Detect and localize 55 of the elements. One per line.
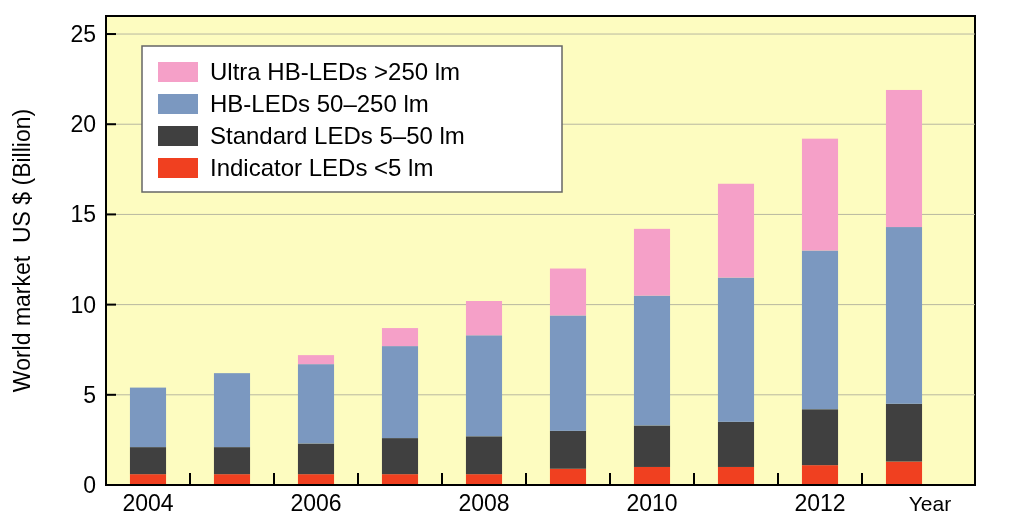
x-tick-label: 2012 — [794, 490, 846, 516]
bar — [465, 335, 503, 437]
bar — [633, 466, 671, 485]
bar — [549, 315, 587, 431]
bar — [129, 474, 167, 485]
legend-label: Ultra HB-LEDs >250 lm — [210, 58, 461, 86]
bar — [885, 403, 923, 462]
bar — [381, 438, 419, 475]
bar — [801, 250, 839, 410]
legend-label: Standard LEDs 5–50 lm — [210, 122, 465, 150]
bar — [465, 436, 503, 475]
y-axis-title: World market US $ (Billion) — [9, 108, 35, 393]
bar — [717, 466, 755, 485]
bar — [381, 474, 419, 485]
x-tick-label: 2008 — [458, 490, 510, 516]
bar — [633, 295, 671, 426]
bar — [381, 346, 419, 439]
x-tick-label: 2004 — [122, 490, 174, 516]
x-tick-label: 2010 — [626, 490, 678, 516]
bar — [717, 183, 755, 278]
bar — [297, 443, 335, 475]
bar — [633, 228, 671, 296]
y-tick-label: 10 — [70, 291, 96, 318]
bar — [885, 461, 923, 485]
bar — [213, 373, 251, 448]
x-axis-title: Year — [908, 492, 952, 515]
bar — [633, 425, 671, 467]
y-tick-label: 25 — [70, 21, 96, 48]
bar — [801, 138, 839, 251]
bar — [297, 474, 335, 485]
bar — [549, 268, 587, 316]
bar — [213, 447, 251, 475]
y-tick-label: 15 — [70, 201, 96, 228]
y-tick-label: 20 — [70, 111, 96, 138]
bar — [549, 468, 587, 485]
bar — [465, 474, 503, 485]
y-tick-label: 0 — [83, 472, 96, 499]
bar — [381, 328, 419, 347]
legend-label: HB-LEDs 50–250 lm — [210, 90, 429, 118]
bar — [801, 409, 839, 466]
bar — [297, 355, 335, 365]
y-tick-label: 5 — [83, 381, 96, 408]
bar — [885, 227, 923, 404]
bar — [465, 301, 503, 336]
bar — [129, 387, 167, 448]
bar — [885, 89, 923, 228]
bar — [801, 465, 839, 485]
legend-label: Indicator LEDs <5 lm — [210, 154, 434, 182]
bar — [213, 474, 251, 485]
bar — [717, 277, 755, 422]
bar — [129, 447, 167, 475]
bar — [297, 364, 335, 444]
bar — [717, 421, 755, 467]
x-tick-label: 2006 — [290, 490, 342, 516]
bar — [549, 430, 587, 469]
